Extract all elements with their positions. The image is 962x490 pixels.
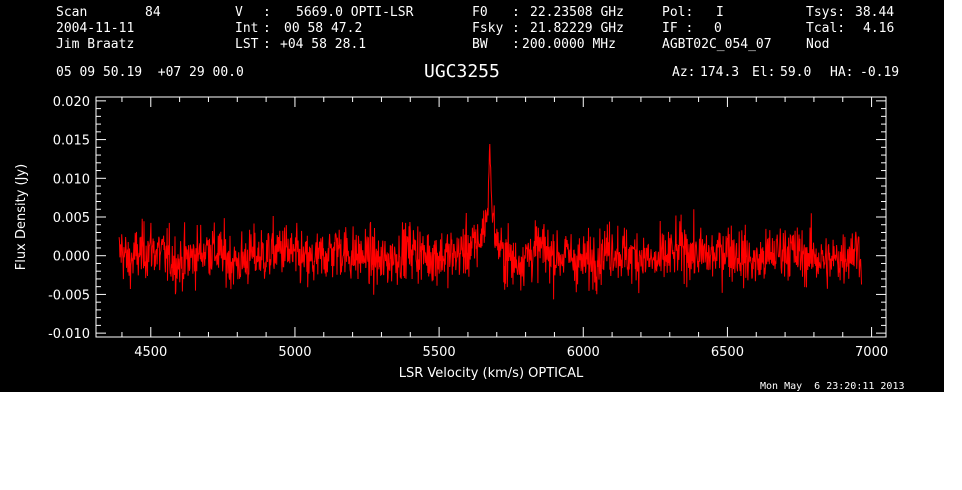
y-tick-label: 0.020 — [53, 95, 90, 110]
tcal-label: Tcal: — [806, 21, 846, 36]
el-label: El: — [752, 65, 776, 80]
spectrum-chart: 4500 5000 5500 6000 6500 7000 -0.010 -0.005 0.00… — [14, 95, 888, 381]
plot-timestamp: Mon May 6 23:20:11 2013 — [760, 381, 905, 392]
colon-sep: : — [263, 37, 271, 52]
obs-mode: Nod — [806, 37, 830, 52]
y-tick-label: 0.015 — [53, 134, 90, 149]
fsky-label: Fsky — [472, 21, 504, 36]
y-tick-label: 0.010 — [53, 172, 90, 187]
ra-dec: 05 09 50.19 +07 29 00.0 — [56, 65, 244, 80]
tick-group: 4500 5000 5500 6000 6500 7000 -0.010 -0.005 0.00… — [48, 95, 888, 360]
tsys-value: 38.44 — [855, 5, 895, 20]
x-tick-label: 7000 — [855, 345, 888, 360]
int-label: Int — [235, 21, 259, 36]
x-axis-label: LSR Velocity (km/s) OPTICAL — [399, 366, 584, 381]
source-name: UGC3255 — [424, 61, 500, 82]
az-value: 174.3 — [700, 65, 740, 80]
scan-label: Scan — [56, 5, 88, 20]
f0-label: F0 — [472, 5, 488, 20]
colon-sep: : — [512, 37, 520, 52]
x-tick-label: 6500 — [711, 345, 744, 360]
colon-sep: : — [263, 21, 271, 36]
bw-value: 200.0000 MHz — [522, 37, 616, 52]
y-tick-label: 0.000 — [53, 250, 90, 265]
fsky-value: 21.82229 GHz — [530, 21, 624, 36]
v-label: V — [235, 5, 243, 20]
scan-value: 84 — [145, 5, 161, 20]
int-value: 00 58 47.2 — [284, 21, 363, 36]
x-tick-label: 5500 — [423, 345, 456, 360]
plot-frame — [95, 96, 887, 338]
lst-value: +04 58 28.1 — [280, 37, 367, 52]
lst-label: LST — [235, 37, 259, 52]
f0-value: 22.23508 GHz — [530, 5, 624, 20]
obs-date: 2004-11-11 — [56, 21, 135, 36]
colon-sep: : — [512, 5, 520, 20]
bw-label: BW — [472, 37, 488, 52]
colon-sep: : — [263, 5, 271, 20]
if-label: IF : — [662, 21, 694, 36]
az-label: Az: — [672, 65, 696, 80]
y-tick-label: 0.005 — [53, 211, 90, 226]
pol-value: I — [716, 5, 724, 20]
colon-sep: : — [512, 21, 520, 36]
y-tick-label: -0.010 — [48, 327, 90, 342]
y-axis-label: Flux Density (Jy) — [14, 164, 29, 270]
observer-name: Jim Braatz — [56, 37, 135, 52]
tsys-label: Tsys: — [806, 5, 846, 20]
x-tick-label: 4500 — [134, 345, 167, 360]
project-id: AGBT02C_054_07 — [662, 37, 772, 52]
y-tick-label: -0.005 — [48, 288, 90, 303]
el-value: 59.0 — [780, 65, 812, 80]
spectrum-line — [118, 143, 862, 300]
if-value: 0 — [714, 21, 722, 36]
plot-panel: Scan 84 V : 5669.0 OPTI-LSR F0 : 22.2350… — [0, 0, 944, 392]
pol-label: Pol: — [662, 5, 694, 20]
spectrum-trace-group — [118, 143, 862, 300]
tcal-value: 4.16 — [863, 21, 895, 36]
x-tick-label: 6000 — [567, 345, 600, 360]
ha-value: -0.19 — [860, 65, 900, 80]
x-tick-label: 5000 — [278, 345, 311, 360]
v-value: 5669.0 OPTI-LSR — [296, 5, 414, 20]
ha-label: HA: — [830, 65, 854, 80]
